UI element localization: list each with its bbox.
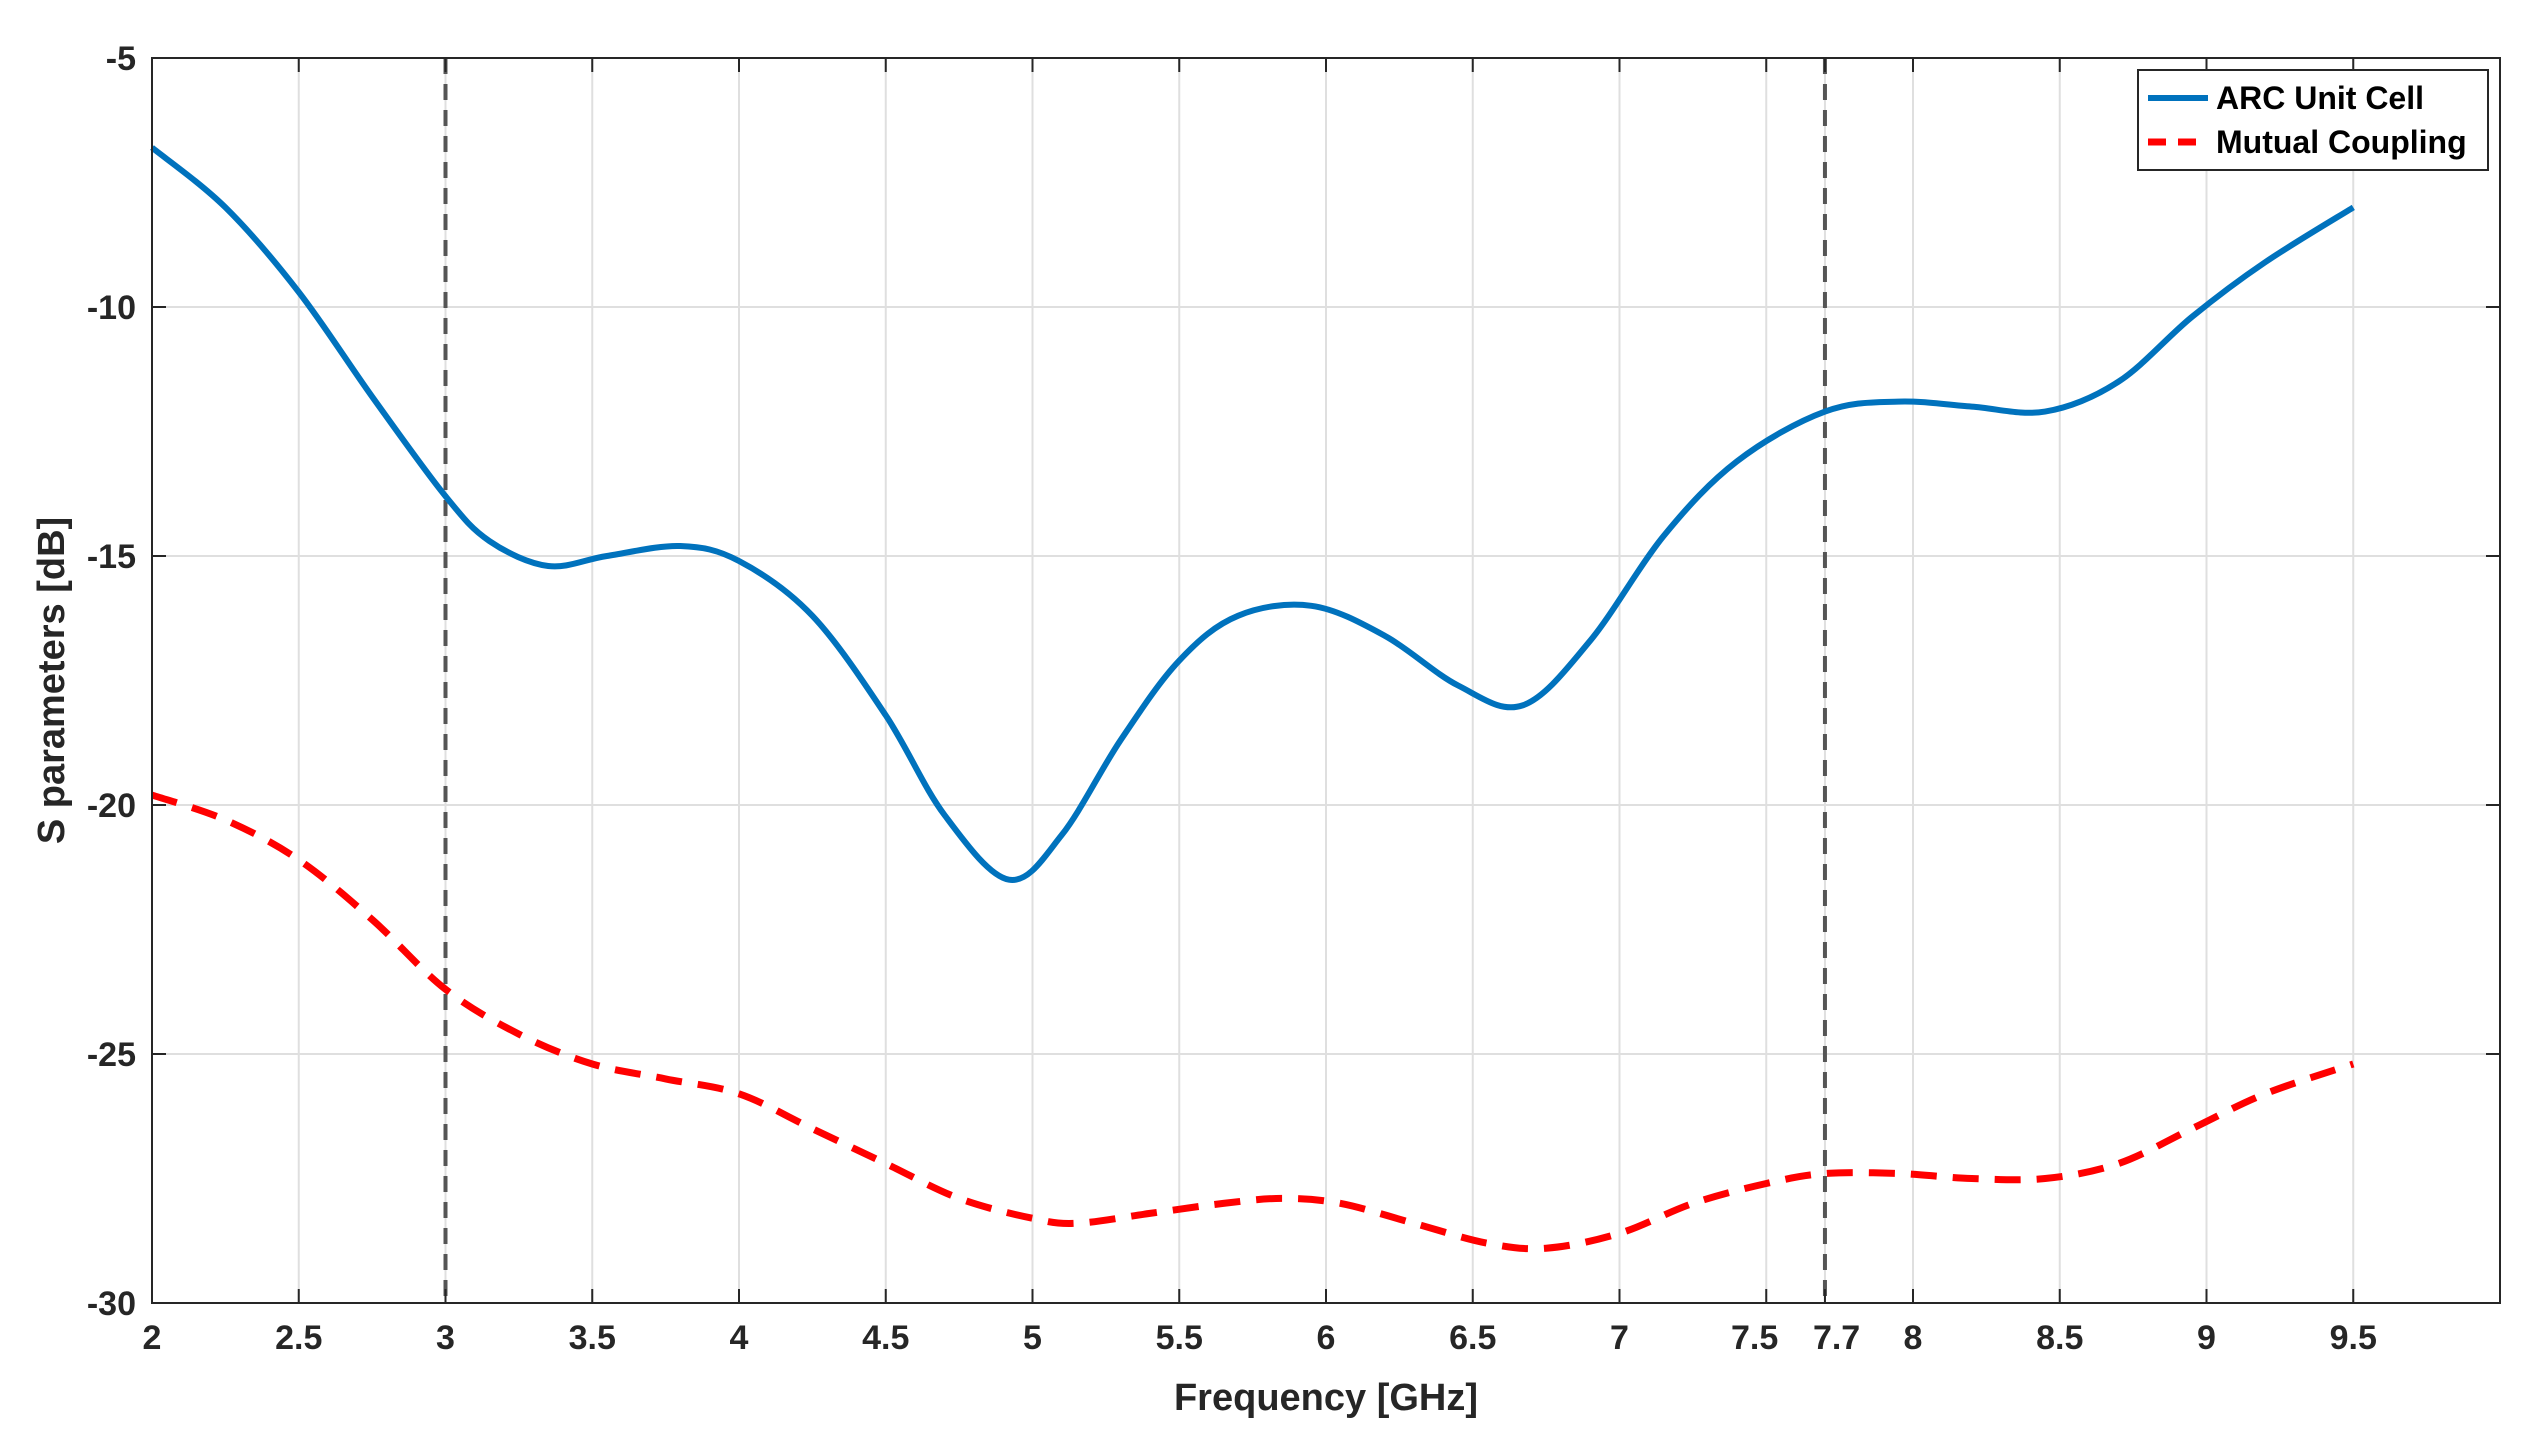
x-tick-label-7-7: 7.7	[1813, 1319, 1860, 1357]
x-tick-label-2: 2	[143, 1319, 162, 1357]
series-layer	[150, 145, 2355, 1253]
y-tick-label--30: -30	[87, 1285, 136, 1323]
y-tick-label--5: -5	[106, 40, 136, 78]
x-tick-label-6-5: 6.5	[1449, 1319, 1496, 1357]
y-tick-label--20: -20	[87, 787, 136, 825]
legend: ARC Unit Cell Mutual Coupling	[2137, 69, 2489, 171]
series-line-arcunitcell	[150, 145, 2355, 883]
x-tick-label-3-5: 3.5	[569, 1319, 616, 1357]
x-tick-label-5: 5	[1023, 1319, 1042, 1357]
legend-label-arc-unit-cell: ARC Unit Cell	[2216, 80, 2424, 116]
legend-label-mutual-coupling: Mutual Coupling	[2216, 124, 2467, 160]
legend-box	[2137, 69, 2489, 171]
x-tick-label-3: 3	[436, 1319, 455, 1357]
x-tick-label-7: 7	[1610, 1319, 1629, 1357]
x-tick-label-7-5: 7.5	[1731, 1319, 1778, 1357]
tick-labels: 2 2.5 3 3.5 4 4.5 5 5.5 6 6.5 7 7.5 7.7 8 8.5 9 9.5 -5 -10…	[87, 40, 2500, 1357]
y-tick-label--15: -15	[87, 538, 136, 576]
x-tick-label-4: 4	[730, 1319, 749, 1357]
x-axis-title: Frequency [GHz]	[1174, 1377, 1478, 1419]
x-tick-label-8-5: 8.5	[2036, 1319, 2083, 1357]
x-tick-label-8: 8	[1904, 1319, 1923, 1357]
series-line-mutualcoupling	[150, 791, 2355, 1253]
x-tick-label-4-5: 4.5	[862, 1319, 909, 1357]
x-tick-label-6: 6	[1317, 1319, 1336, 1357]
x-tick-label-9: 9	[2197, 1319, 2216, 1357]
x-tick-label-2-5: 2.5	[275, 1319, 322, 1357]
y-tick-label--25: -25	[87, 1036, 136, 1074]
x-tick-label-9-5: 9.5	[2330, 1319, 2377, 1357]
x-tick-label-5-5: 5.5	[1156, 1319, 1203, 1357]
y-tick-label--10: -10	[87, 289, 136, 327]
y-axis-title: S parameters [dB]	[31, 517, 73, 844]
